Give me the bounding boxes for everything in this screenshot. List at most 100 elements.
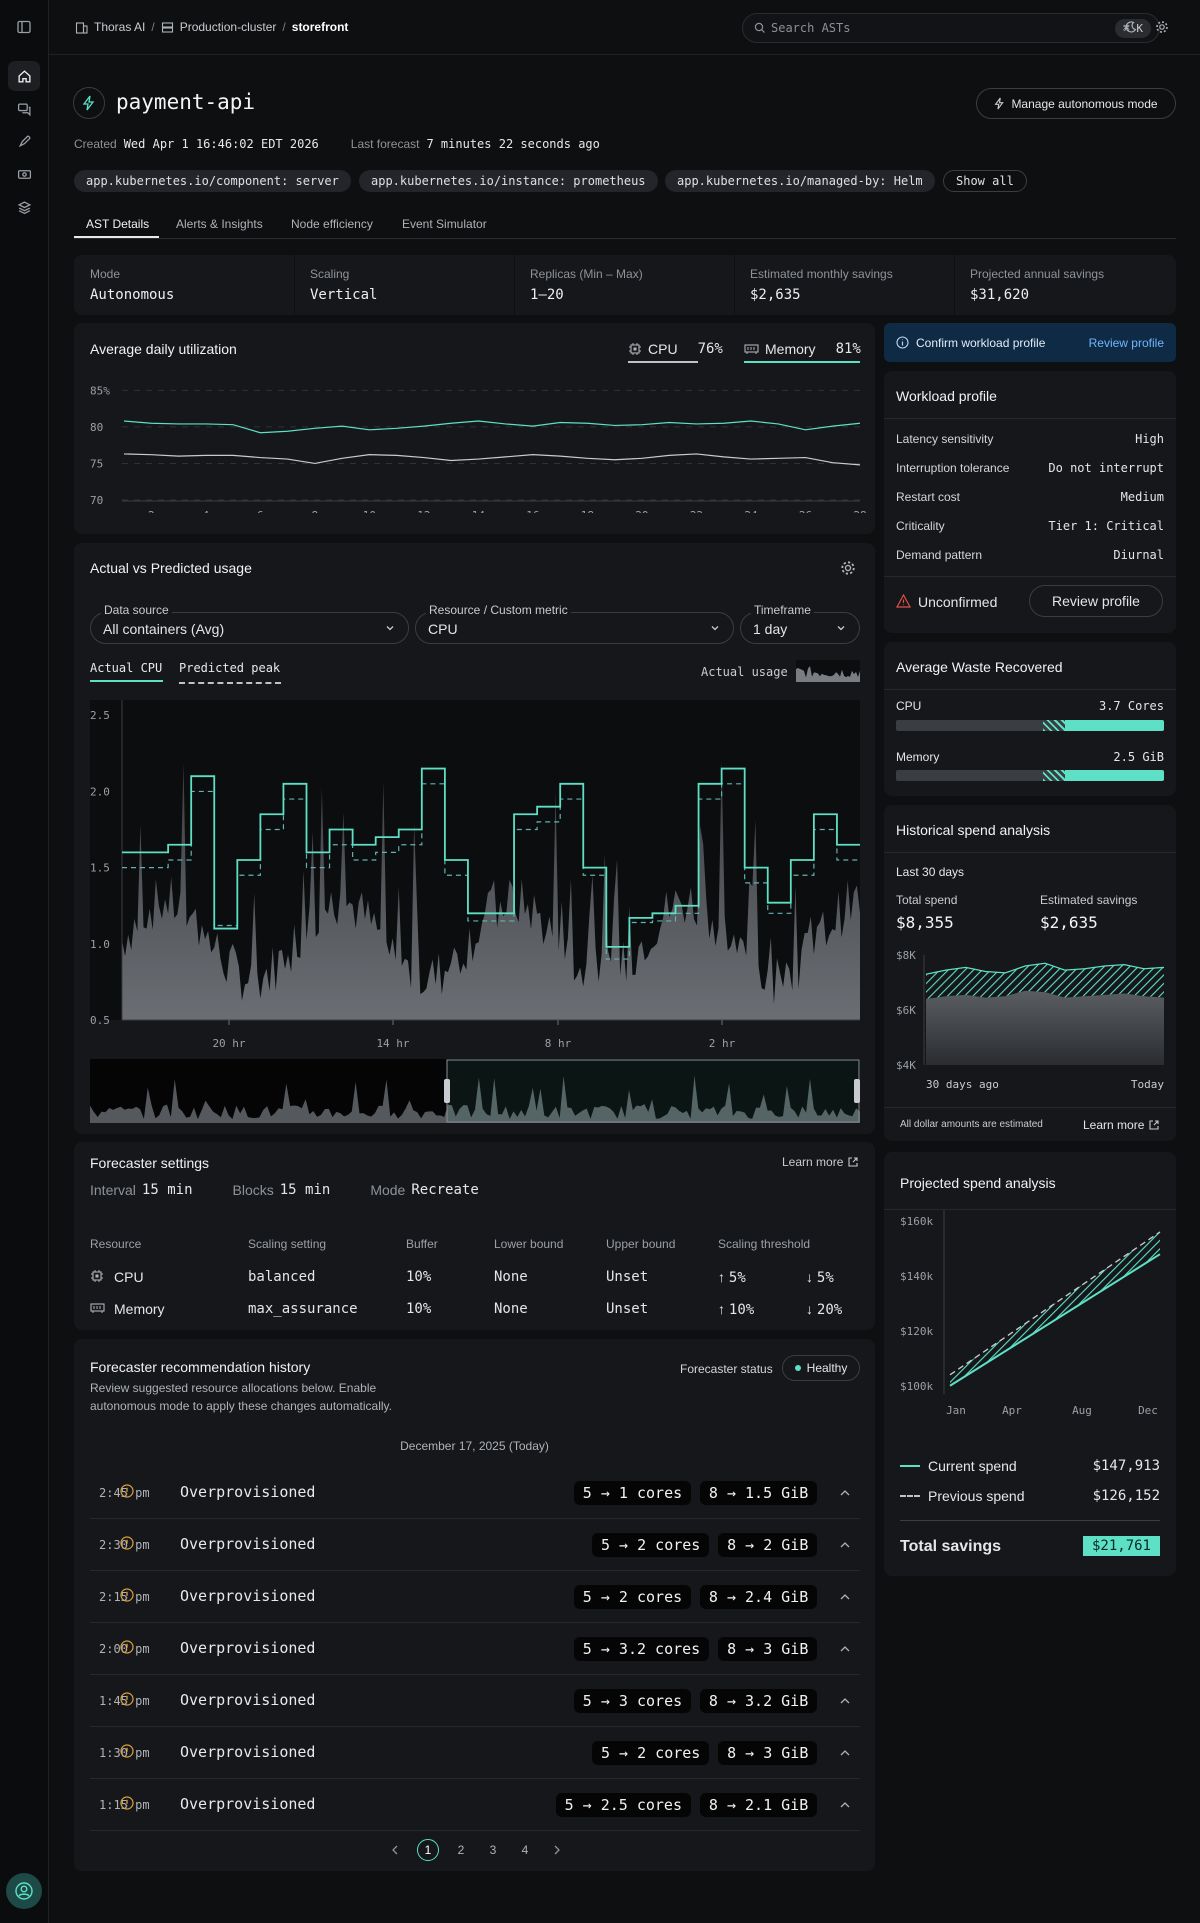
stat-annual-savings: Projected annual savings $31,620 — [970, 267, 1105, 303]
settings-gear-icon[interactable] — [1155, 20, 1169, 37]
projected-spend-card: Projected spend analysis Current spend $… — [884, 1152, 1176, 1576]
x-tick-label: 28 — [853, 509, 866, 513]
y-tick-label: 0.5 — [90, 1014, 110, 1027]
x-tick-label: Apr — [1002, 1404, 1022, 1417]
chart-settings-gear-icon[interactable] — [840, 560, 856, 576]
history-row[interactable]: 2:15 pm Overprovisioned 5 → 2 cores 8 → 2.4… — [90, 1571, 860, 1623]
page-4-button[interactable]: 4 — [521, 1843, 529, 1857]
page-1-button[interactable]: 1 — [417, 1839, 439, 1861]
search-icon — [754, 22, 765, 33]
user-avatar[interactable] — [6, 1873, 42, 1909]
chevron-right-icon[interactable] — [547, 1840, 567, 1860]
time-range-brush[interactable] — [90, 1059, 860, 1123]
chevron-up-icon[interactable] — [838, 1642, 852, 1656]
chevron-down-icon — [837, 626, 845, 631]
tab-ast-details[interactable]: AST Details — [86, 217, 150, 231]
cpu-change-pill: 5 → 2 cores — [592, 1741, 710, 1765]
manage-autonomous-button[interactable]: Manage autonomous mode — [976, 88, 1176, 119]
y-tick-label: $100k — [900, 1380, 933, 1393]
y-tick-label: 80 — [90, 421, 103, 434]
legend-actual-cpu[interactable]: Actual CPU — [90, 661, 163, 675]
history-row[interactable]: 2:00 pm Overprovisioned 5 → 3.2 cores 8 → 3… — [90, 1623, 860, 1675]
current-spend-line — [949, 1253, 1161, 1387]
nav-cost-icon[interactable] — [8, 159, 40, 189]
chevron-up-icon[interactable] — [838, 1486, 852, 1500]
theme-toggle-icon[interactable] — [1124, 20, 1138, 37]
memory-change-pill: 8 → 3.2 GiB — [699, 1689, 818, 1713]
forecaster-learn-more-link[interactable]: Learn more — [782, 1155, 858, 1169]
data-source-select[interactable]: Data source All containers (Avg) — [90, 603, 409, 644]
breadcrumb-cluster[interactable]: Production-cluster — [179, 20, 277, 34]
memory-change-pill: 8 → 1.5 GiB — [699, 1481, 818, 1505]
memory-waste-bar — [896, 770, 1164, 781]
x-tick-label: 10 — [363, 509, 376, 513]
stats-strip: Mode Autonomous Scaling Vertical Replicas … — [74, 255, 1176, 315]
brush-selection — [446, 1059, 860, 1123]
stat-mode: Mode Autonomous — [90, 267, 175, 303]
nav-rocket-icon[interactable] — [8, 126, 40, 156]
history-row[interactable]: 2:45 pm Overprovisioned 5 → 1 cores 8 → 1.5… — [90, 1467, 860, 1519]
nav-home-icon[interactable] — [8, 61, 40, 91]
unconfirmed-label: Unconfirmed — [918, 594, 998, 610]
chevron-up-icon[interactable] — [838, 1694, 852, 1708]
legend-predicted-peak[interactable]: Predicted peak — [179, 661, 281, 675]
stat-monthly-savings: Estimated monthly savings $2,635 — [750, 267, 893, 303]
chevron-left-icon[interactable] — [385, 1840, 405, 1860]
x-tick-label: 8 — [312, 509, 319, 513]
server-icon — [161, 21, 173, 33]
search-input[interactable]: Search ASTs ⌘ K — [742, 13, 1160, 43]
page-2-button[interactable]: 2 — [457, 1843, 465, 1857]
memory-change-pill: 8 → 3 GiB — [718, 1741, 818, 1765]
history-row[interactable]: 1:30 pm Overprovisioned 5 → 2 cores 8 → 3 G… — [90, 1727, 860, 1779]
x-tick-label: 22 — [690, 509, 703, 513]
savings-hatch-area — [926, 963, 1164, 999]
y-tick-label: 70 — [90, 494, 103, 507]
history-title: Forecaster recommendation history — [90, 1359, 311, 1375]
review-profile-button[interactable]: Review profile — [1029, 585, 1163, 617]
history-row[interactable]: 1:15 pm Overprovisioned 5 → 2.5 cores 8 → 2… — [90, 1779, 860, 1831]
confirm-profile-banner: Confirm workload profile Review profile — [884, 323, 1176, 362]
breadcrumb-org[interactable]: Thoras AI — [94, 20, 146, 34]
x-tick-label: Aug — [1072, 1404, 1092, 1417]
lightning-icon — [994, 97, 1005, 110]
show-all-button[interactable]: Show all — [943, 170, 1027, 192]
timeframe-select[interactable]: Timeframe 1 day — [740, 603, 860, 644]
historical-learn-more-link[interactable]: Learn more — [1083, 1118, 1159, 1132]
tab-event-simulator[interactable]: Event Simulator — [402, 217, 487, 231]
actual-predicted-chart: 0.5 1.0 1.5 2.0 2.5 20 hr 14 hr 8 hr 2 hr — [90, 700, 860, 1050]
previous-spend-line — [949, 1231, 1161, 1376]
chevron-up-icon[interactable] — [838, 1538, 852, 1552]
cpu-change-pill: 5 → 2 cores — [573, 1585, 692, 1609]
chevron-up-icon[interactable] — [838, 1746, 852, 1760]
brush-handle-right — [854, 1079, 860, 1103]
review-profile-link[interactable]: Review profile — [1088, 336, 1164, 350]
forecaster-status-label: Forecaster status — [680, 1362, 773, 1376]
waste-bar-hatch — [1042, 720, 1065, 731]
sidebar-toggle-icon[interactable] — [8, 12, 40, 42]
nav-messages-icon[interactable] — [8, 94, 40, 124]
chevron-up-icon[interactable] — [838, 1590, 852, 1604]
actual-cpu-line — [122, 767, 860, 948]
breadcrumb: Thoras AI / Production-cluster / storefr… — [75, 20, 348, 34]
tab-alerts[interactable]: Alerts & Insights — [176, 217, 263, 231]
page-3-button[interactable]: 3 — [489, 1843, 497, 1857]
resource-select[interactable]: Resource / Custom metric CPU — [415, 603, 734, 644]
history-date: December 17, 2025 (Today) — [400, 1439, 549, 1453]
top-bar: Thoras AI / Production-cluster / storefr… — [49, 0, 1200, 55]
workload-profile-card: Workload profile Unconfirmed — [884, 371, 1176, 633]
total-spend-line — [925, 962, 1165, 975]
nav-layers-icon[interactable] — [8, 192, 40, 222]
forecaster-title: Forecaster settings — [90, 1155, 210, 1171]
history-row[interactable]: 1:45 pm Overprovisioned 5 → 3 cores 8 → 3.2… — [90, 1675, 860, 1727]
history-time: 2:15 pm — [99, 1590, 150, 1604]
breadcrumb-namespace[interactable]: storefront — [291, 20, 349, 34]
warning-circle-icon — [120, 1640, 134, 1654]
history-row[interactable]: 2:30 pm Overprovisioned 5 → 2 cores 8 → 2 G… — [90, 1519, 860, 1571]
tab-node-efficiency[interactable]: Node efficiency — [291, 217, 373, 231]
savings-hatch-area — [950, 1231, 1160, 1386]
history-status: Overprovisioned — [180, 1691, 316, 1709]
history-status: Overprovisioned — [180, 1483, 316, 1501]
chevron-up-icon[interactable] — [838, 1798, 852, 1812]
series-line-memory — [123, 420, 861, 434]
